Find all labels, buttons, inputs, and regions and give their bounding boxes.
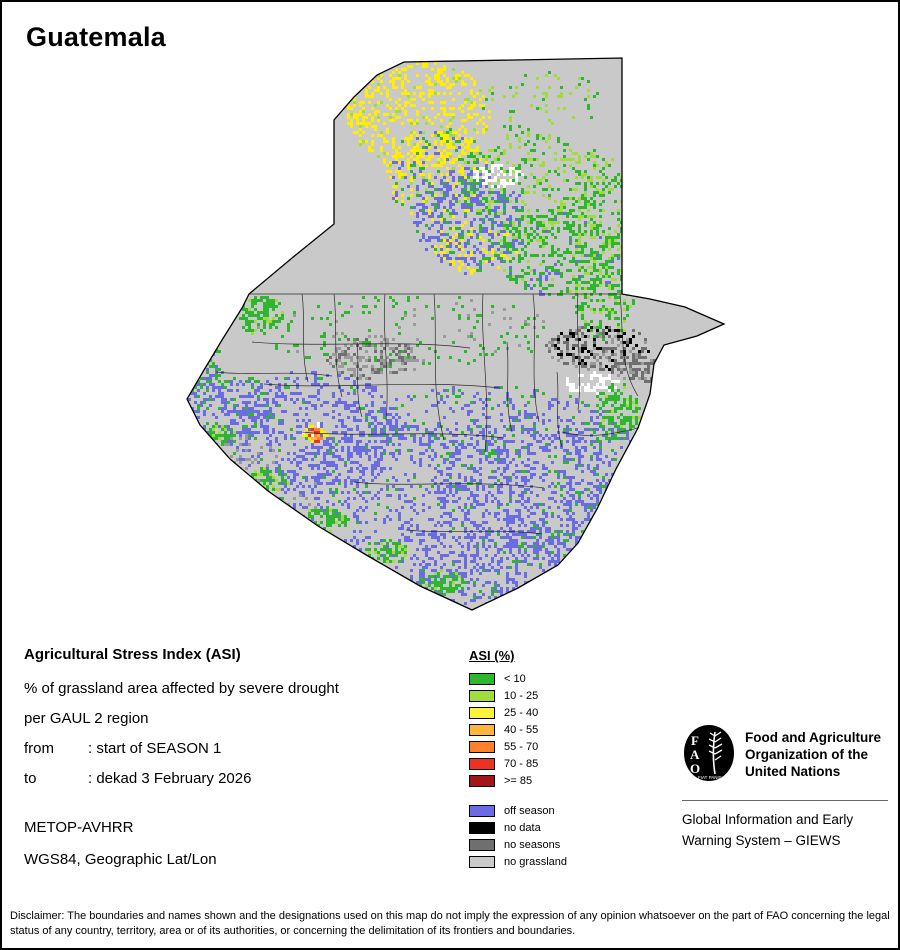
guatemala-map xyxy=(186,57,726,611)
fao-letter-a: A xyxy=(690,747,700,762)
legend-row: 10 - 25 xyxy=(469,687,567,704)
legend-row: 25 - 40 xyxy=(469,704,567,721)
from-value: : start of SEASON 1 xyxy=(88,740,222,757)
sensor-block: METOP-AVHRR WGS84, Geographic Lat/Lon xyxy=(24,819,339,868)
to-value: : dekad 3 February 2026 xyxy=(88,770,252,787)
legend-row: < 10 xyxy=(469,670,567,687)
fao-branding: F A O FIAT PANIS Food and Agriculture Or… xyxy=(682,724,888,851)
asi-legend: ASI (%) < 10 10 - 25 25 - 40 40 - 55 55 - 70… xyxy=(469,648,567,870)
projection-name: WGS84, Geographic Lat/Lon xyxy=(24,851,217,868)
legend-swatch xyxy=(469,723,495,736)
giews-line-2: Warning System – GIEWS xyxy=(682,833,841,848)
legend-label: no grassland xyxy=(504,855,567,868)
legend-row: no grassland xyxy=(469,853,567,870)
legend-label: < 10 xyxy=(504,672,526,685)
legend-swatch xyxy=(469,689,495,702)
legend-title: ASI (%) xyxy=(469,648,515,663)
legend-status-classes: off season no data no seasons no grassland xyxy=(469,802,567,870)
country-outline xyxy=(186,57,726,611)
giews-line-1: Global Information and Early xyxy=(682,812,854,827)
legend-row: >= 85 xyxy=(469,772,567,789)
legend-label: no data xyxy=(504,821,541,834)
legend-swatch xyxy=(469,821,495,834)
legend-row: 40 - 55 xyxy=(469,721,567,738)
legend-label: 55 - 70 xyxy=(504,740,539,753)
fao-letter-f: F xyxy=(691,733,699,748)
org-line-3: United Nations xyxy=(745,764,841,779)
fao-org-name: Food and Agriculture Organization of the… xyxy=(745,724,881,780)
legend-swatch xyxy=(469,774,495,787)
fao-letter-o: O xyxy=(690,761,700,776)
from-label: from xyxy=(24,740,54,757)
legend-row: no data xyxy=(469,819,567,836)
legend-row: off season xyxy=(469,802,567,819)
legend-asi-classes: < 10 10 - 25 25 - 40 40 - 55 55 - 70 70 - 85 >… xyxy=(469,670,567,789)
to-label: to xyxy=(24,770,37,787)
disclaimer-text: Disclaimer: The boundaries and names sho… xyxy=(10,910,890,937)
branding-divider xyxy=(682,800,888,801)
sensor-name: METOP-AVHRR xyxy=(24,819,134,836)
legend-row: 55 - 70 xyxy=(469,738,567,755)
wheat-ear-branches xyxy=(708,731,723,761)
legend-label: off season xyxy=(504,804,555,817)
asi-subtitle-2: per GAUL 2 region xyxy=(24,710,149,727)
asi-pixel-layer xyxy=(187,59,716,605)
page-title: Guatemala xyxy=(26,22,166,52)
legend-label: >= 85 xyxy=(504,774,533,787)
fao-motto: FIAT PANIS xyxy=(698,775,722,780)
admin-boundaries xyxy=(215,293,639,535)
period-to-row: to : dekad 3 February 2026 xyxy=(24,770,339,787)
legend-label: 25 - 40 xyxy=(504,706,539,719)
info-block: Agricultural Stress Index (ASI) % of gra… xyxy=(24,646,339,883)
fao-row: F A O FIAT PANIS Food and Agriculture Or… xyxy=(682,724,888,782)
asi-heading: Agricultural Stress Index (ASI) xyxy=(24,646,241,663)
legend-swatch xyxy=(469,706,495,719)
legend-swatch xyxy=(469,672,495,685)
fao-logo-icon: F A O FIAT PANIS xyxy=(684,725,734,781)
asi-subtitle-1: % of grassland area affected by severe d… xyxy=(24,680,339,697)
org-line-2: Organization of the xyxy=(745,747,868,762)
org-line-1: Food and Agriculture xyxy=(745,730,881,745)
period-from-row: from : start of SEASON 1 xyxy=(24,740,339,757)
legend-label: 70 - 85 xyxy=(504,757,539,770)
country-base xyxy=(187,58,724,610)
legend-swatch xyxy=(469,855,495,868)
legend-swatch xyxy=(469,740,495,753)
legend-gap xyxy=(469,789,567,802)
legend-swatch xyxy=(469,838,495,851)
legend-label: no seasons xyxy=(504,838,561,851)
legend-swatch xyxy=(469,757,495,770)
legend-label: 10 - 25 xyxy=(504,689,539,702)
legend-swatch xyxy=(469,804,495,817)
legend-row: no seasons xyxy=(469,836,567,853)
legend-label: 40 - 55 xyxy=(504,723,539,736)
giews-caption: Global Information and Early Warning Sys… xyxy=(682,809,888,851)
legend-row: 70 - 85 xyxy=(469,755,567,772)
